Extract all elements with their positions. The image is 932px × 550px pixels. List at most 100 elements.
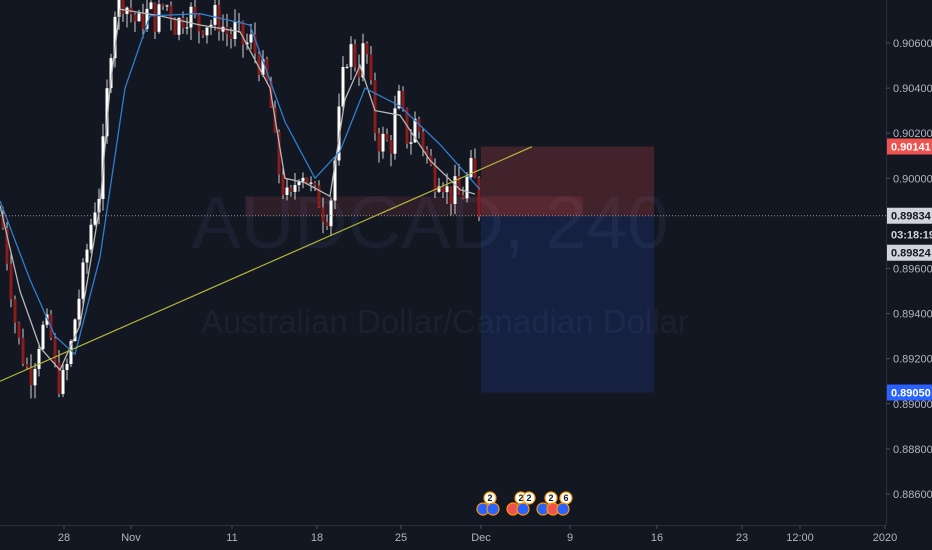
time-tick-label: Dec: [471, 532, 491, 544]
entry-price-tag-bg: [887, 244, 932, 261]
candle-up: [145, 8, 149, 29]
candle-down: [277, 132, 281, 175]
candle-up: [341, 67, 345, 107]
candle-down: [9, 263, 13, 300]
candle-down: [53, 338, 57, 363]
event-badge-count: 2: [518, 493, 523, 503]
candle-down: [417, 118, 421, 132]
event-badge-count: 6: [563, 493, 568, 503]
candle-up: [105, 88, 109, 137]
last-price-tag-bg: [887, 207, 932, 224]
candle-up: [77, 298, 81, 320]
price-tick-label: 0.90200: [893, 128, 932, 140]
candle-down: [161, 4, 165, 7]
economic-event-flag-icon[interactable]: [516, 502, 530, 516]
candle-up: [189, 6, 193, 28]
candle-down: [477, 177, 481, 217]
candle-down: [449, 186, 453, 204]
candle-up: [89, 224, 93, 250]
candle-down: [121, 0, 125, 14]
candle-down: [153, 2, 157, 32]
candle-down: [197, 14, 201, 32]
price-tags: 0.90141 0.89834 03:18:19 0.89824 0.89050: [887, 138, 932, 401]
price-tick-label: 0.89400: [893, 309, 932, 321]
time-tick-label: 28: [58, 532, 70, 544]
candle-down: [173, 19, 177, 35]
candle-up: [349, 44, 353, 67]
candle-down: [325, 221, 329, 227]
price-tick-label: 0.89600: [893, 264, 932, 276]
candle-up: [205, 27, 209, 36]
candle-up: [37, 349, 41, 369]
candle-up: [69, 341, 73, 365]
candle-up: [33, 368, 37, 386]
candle-down: [433, 164, 437, 192]
candle-down: [429, 155, 433, 165]
time-tick-label: 16: [651, 532, 663, 544]
candle-down: [181, 17, 185, 29]
candle-up: [177, 17, 181, 35]
time-tick-label: 25: [395, 532, 407, 544]
time-axis[interactable]: 28 Nov 11 18 25 Dec 9 16 23 12:00 2020: [0, 525, 897, 544]
candle-down: [313, 182, 317, 186]
candle-down: [13, 299, 17, 323]
candle-up: [185, 27, 189, 29]
price-tick-label: 0.90400: [893, 83, 932, 95]
candle-down: [421, 131, 425, 150]
stop-loss-zone[interactable]: [481, 146, 654, 216]
candle-down: [401, 90, 405, 109]
event-badge-count: 2: [487, 493, 492, 503]
candle-up: [285, 187, 289, 196]
candle-down: [29, 366, 33, 386]
price-axis[interactable]: 0.90600 0.90400 0.90200 0.90000 0.89600 0.894…: [886, 0, 932, 525]
time-tick-label: 23: [736, 532, 748, 544]
candle-up: [61, 369, 65, 394]
candle-up: [73, 319, 77, 342]
candle-down: [289, 187, 293, 192]
candle-down: [133, 14, 137, 22]
candle-down: [169, 5, 173, 20]
trendline[interactable]: [0, 146, 533, 382]
candle-up: [381, 133, 385, 152]
candle-up: [65, 364, 69, 370]
last-price-tag-label: 0.89834: [891, 211, 932, 223]
candle-down: [229, 34, 233, 39]
candle-down: [365, 43, 369, 55]
event-badge-count: 2: [526, 493, 531, 503]
candle-up: [41, 324, 45, 350]
candle-up: [293, 185, 297, 192]
candle-down: [305, 177, 309, 184]
candle-down: [353, 44, 357, 68]
take-profit-zone[interactable]: [481, 215, 654, 393]
candle-up: [301, 177, 305, 182]
candle-down: [373, 80, 377, 134]
candle-up: [409, 142, 413, 144]
candle-up: [453, 176, 457, 204]
price-tick-label: 0.90600: [893, 38, 932, 50]
time-tick-label: 18: [311, 532, 323, 544]
candle-down: [457, 176, 461, 195]
event-badge[interactable]: [522, 491, 536, 505]
price-tick-label: 0.89200: [893, 354, 932, 366]
candle-down: [317, 185, 321, 208]
candle-up: [345, 66, 349, 68]
candle-down: [369, 54, 373, 81]
moving-averages: [0, 8, 481, 372]
price-tick-label: 0.88800: [893, 444, 932, 456]
candle-down: [281, 174, 285, 196]
candle-up: [465, 177, 469, 199]
time-tick-label: 11: [226, 532, 237, 544]
take-profit-price-tag-bg: [887, 384, 932, 401]
candle-up: [469, 158, 473, 178]
candle-down: [265, 59, 269, 82]
candle-up: [109, 58, 113, 89]
trendline-drawing[interactable]: [0, 146, 533, 382]
candle-up: [329, 200, 333, 227]
economic-event-flag-icon[interactable]: [486, 502, 500, 516]
candle-up: [261, 59, 265, 75]
economic-event-flag-icon[interactable]: [556, 502, 570, 516]
time-tick-label: 2020: [873, 532, 897, 544]
candle-down: [5, 228, 9, 264]
